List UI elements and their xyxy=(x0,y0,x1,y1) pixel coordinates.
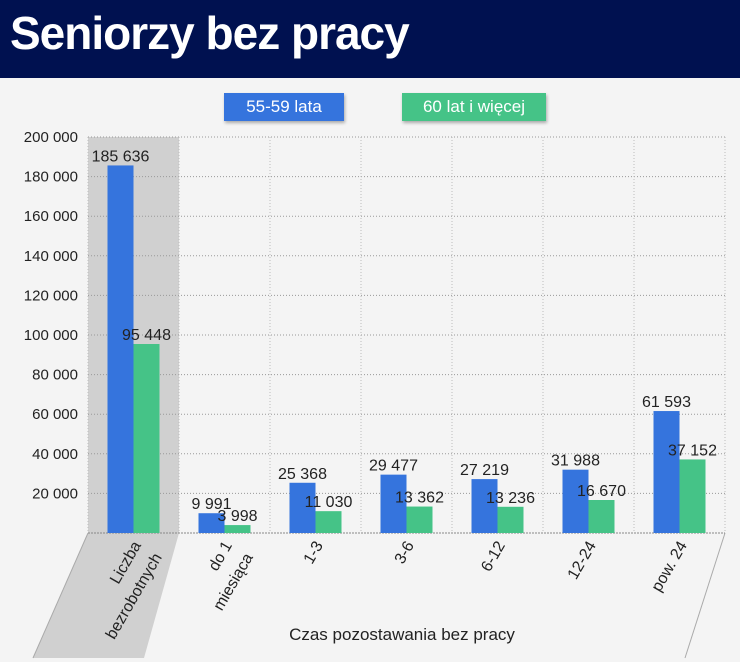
data-label: 29 477 xyxy=(369,458,418,475)
data-label: 13 362 xyxy=(395,490,444,507)
data-label: 31 988 xyxy=(551,453,600,470)
bar-60-plus xyxy=(315,511,342,533)
bar-60-plus xyxy=(588,499,615,533)
bar-55-59 xyxy=(289,482,316,533)
x-axis-title: Czas pozostawania bez pracy xyxy=(289,625,515,644)
x-tick-line: 3-6 xyxy=(392,538,418,567)
y-tick-label: 160 000 xyxy=(24,208,78,225)
x-tick-label: 1-3 xyxy=(301,538,327,567)
x-tick-label: do 1miesiąca xyxy=(190,538,257,613)
data-label: 9 991 xyxy=(191,496,231,513)
y-tick-label: 180 000 xyxy=(24,169,78,186)
data-label: 11 030 xyxy=(305,494,353,511)
bar-55-59 xyxy=(653,411,680,533)
bar-60-plus xyxy=(224,525,251,533)
header-banner xyxy=(0,0,740,78)
x-tick-line: 12-24 xyxy=(565,538,600,582)
y-tick-label: 20 000 xyxy=(32,485,78,502)
x-tick-line: pow. 24 xyxy=(649,538,691,594)
y-tick-label: 40 000 xyxy=(32,446,78,463)
data-label: 95 448 xyxy=(122,327,171,344)
bar-60-plus xyxy=(133,344,160,533)
y-tick-label: 60 000 xyxy=(32,406,78,423)
bar-55-59 xyxy=(562,469,589,533)
bar-55-59 xyxy=(107,165,134,533)
depth-edge xyxy=(684,532,726,659)
x-tick-label: pow. 24 xyxy=(649,538,691,594)
data-label: 27 219 xyxy=(460,462,509,479)
legend-55-59: 55-59 lata xyxy=(224,93,344,121)
data-label: 25 368 xyxy=(278,466,327,483)
x-tick-label: 6-12 xyxy=(478,538,509,574)
data-label: 37 152 xyxy=(668,442,717,459)
x-tick-line: 6-12 xyxy=(478,538,509,574)
bar-60-plus xyxy=(679,459,706,533)
legend-60-plus: 60 lat i więcej xyxy=(402,93,546,121)
data-label: 3 998 xyxy=(217,508,257,525)
data-label: 16 670 xyxy=(577,483,626,500)
data-label: 185 636 xyxy=(92,148,150,165)
bar-60-plus xyxy=(497,506,524,533)
bar-55-59 xyxy=(471,479,498,533)
x-tick-label: 3-6 xyxy=(392,538,418,567)
y-tick-label: 140 000 xyxy=(24,248,78,265)
y-tick-label: 80 000 xyxy=(32,367,78,384)
y-tick-label: 200 000 xyxy=(24,129,78,146)
y-tick-label: 100 000 xyxy=(24,327,78,344)
y-tick-label: 120 000 xyxy=(24,287,78,304)
depth-edge xyxy=(32,532,89,659)
page-title: Seniorzy bez pracy xyxy=(10,7,410,59)
bar-55-59 xyxy=(380,474,407,533)
x-tick-line: 1-3 xyxy=(301,538,327,567)
data-label: 61 593 xyxy=(642,394,691,411)
bar-60-plus xyxy=(406,506,433,533)
bar-55-59 xyxy=(198,513,225,533)
x-tick-label: 12-24 xyxy=(565,538,600,582)
data-label: 13 236 xyxy=(486,490,535,507)
